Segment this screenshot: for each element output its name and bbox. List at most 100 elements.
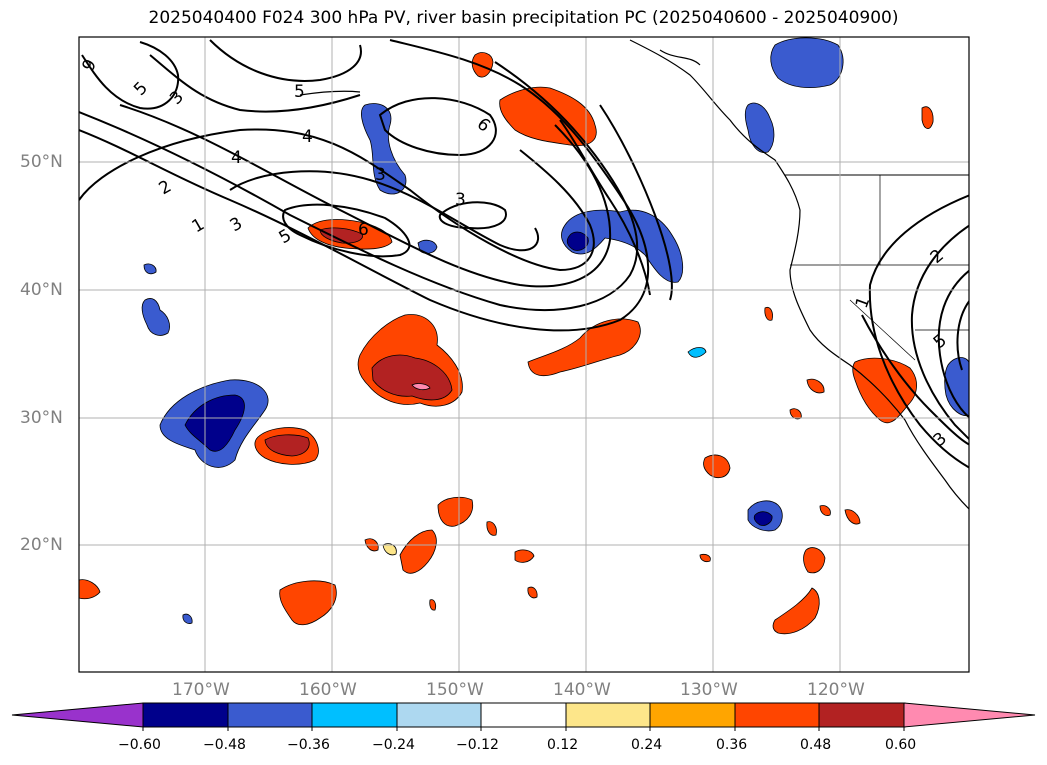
state-border: [849, 299, 916, 361]
negative-anomaly-small: [143, 263, 157, 275]
contour-label: 4: [302, 127, 313, 147]
negative-anomaly-blob: [141, 298, 170, 336]
positive-anomaly-small: [514, 549, 535, 563]
colorbar-segment: [311, 702, 398, 728]
colorbar-tick-label: 0.60: [885, 737, 917, 753]
map-title: 2025040400 F024 300 hPa PV, river basin …: [148, 8, 899, 28]
colorbar-tick-label: 0.12: [547, 737, 579, 753]
longitude-label-170w: 170°W: [172, 680, 230, 700]
negative-anomaly-small: [687, 347, 707, 358]
contour-label: 5: [294, 82, 305, 102]
positive-anomaly-small: [806, 378, 825, 394]
pv-contour-7: [149, 54, 361, 113]
positive-anomaly-blob: [772, 587, 820, 635]
positive-anomaly-blob: [471, 52, 494, 78]
positive-anomaly-peak: [411, 383, 431, 391]
colorbar-segment: [480, 702, 567, 728]
pv-contour-13: [599, 104, 673, 301]
island-coastline: [659, 49, 701, 66]
colorbar-segment: [396, 702, 482, 728]
positive-anomaly-small: [382, 543, 397, 556]
latitude-label-30n: 30°N: [20, 408, 63, 428]
colorbar-tick-label: −0.12: [456, 737, 499, 753]
positive-anomaly-blob: [852, 357, 917, 424]
colorbar-segment: [565, 702, 651, 728]
pv-contour-12: [559, 119, 651, 296]
north-america-coastline: [629, 39, 969, 510]
pv-contour-2: [79, 61, 639, 311]
positive-anomaly-blob: [703, 454, 731, 479]
negative-anomaly-core: [566, 231, 589, 251]
positive-anomaly-blob: [79, 579, 101, 600]
pv-contour-15: [910, 224, 969, 441]
colorbar-tick-label: 0.24: [631, 737, 663, 753]
longitude-label-140w: 140°W: [553, 680, 611, 700]
colorbar-segment: [734, 702, 820, 728]
pv-contour-14: [868, 194, 969, 469]
contour-label: 4: [231, 148, 242, 168]
negative-anomaly-blob: [744, 102, 775, 153]
pv-contour-9: [209, 39, 362, 82]
pv-contour-6: [282, 203, 411, 258]
positive-anomaly-blob: [437, 496, 474, 527]
colorbar-tick-label: −0.48: [203, 737, 246, 753]
positive-anomaly-small: [527, 586, 538, 599]
pv-contour-4: [79, 128, 595, 272]
positive-anomaly-small: [819, 505, 831, 516]
map-border: [78, 36, 970, 673]
positive-anomaly-small: [844, 509, 861, 525]
positive-anomaly-small: [429, 599, 437, 611]
colorbar-segment: [227, 702, 313, 728]
contour-label: 3: [455, 190, 466, 210]
pv-contour-16: [937, 269, 969, 419]
longitude-label-130w: 130°W: [680, 680, 738, 700]
colorbar-over-arrow: [903, 702, 1036, 728]
colorbar-tick-label: 0.36: [716, 737, 748, 753]
positive-anomaly-small: [699, 553, 711, 563]
colorbar-tick-label: −0.24: [372, 737, 415, 753]
colorbar-segment: [142, 702, 229, 728]
negative-anomaly-small: [182, 613, 193, 624]
negative-anomaly-core: [753, 511, 773, 526]
pv-contour-17: [956, 299, 969, 371]
positive-anomaly-core: [371, 354, 453, 401]
pv-contour-5: [229, 170, 540, 252]
colorbar-segment: [818, 702, 905, 728]
positive-anomaly-blob: [527, 318, 641, 377]
latitude-label-50n: 50°N: [20, 152, 63, 172]
pv-contour-18: [861, 314, 969, 446]
contour-label: 3: [375, 165, 386, 185]
contour-label: 6: [358, 220, 369, 240]
colorbar: [11, 702, 1036, 731]
colorbar-tick-label: −0.36: [287, 737, 330, 753]
positive-anomaly-blob: [279, 580, 337, 626]
colorbar-segment: [649, 702, 736, 728]
colorbar-tick-label: −0.60: [118, 737, 161, 753]
longitude-label-150w: 150°W: [426, 680, 484, 700]
colorbar-under-arrow: [11, 702, 144, 728]
positive-anomaly-small: [921, 106, 934, 129]
pv-contour-10: [378, 97, 497, 157]
positive-anomaly-blob: [803, 547, 826, 574]
gridlines: [79, 37, 969, 672]
colorbar-tick-label: 0.48: [800, 737, 832, 753]
pv-contour-11: [438, 201, 507, 230]
longitude-label-160w: 160°W: [299, 680, 357, 700]
positive-anomaly-small: [486, 521, 497, 536]
positive-anomaly-small: [764, 306, 773, 321]
precip-anomaly-fields: [79, 37, 969, 635]
negative-anomaly-core: [184, 394, 245, 452]
latitude-label-20n: 20°N: [20, 535, 63, 555]
positive-anomaly-blob: [399, 529, 437, 574]
pv-contour-1: [79, 39, 650, 332]
aleutian-coastline: [299, 90, 361, 96]
positive-anomaly-core: [319, 227, 363, 244]
negative-anomaly-blob: [770, 37, 844, 89]
pv-contours: [79, 39, 969, 469]
positive-anomaly-core: [264, 434, 310, 457]
pv-contour-3: [119, 104, 612, 288]
latitude-label-40n: 40°N: [20, 280, 63, 300]
pv-contour-8: [81, 41, 180, 110]
longitude-label-120w: 120°W: [807, 680, 865, 700]
